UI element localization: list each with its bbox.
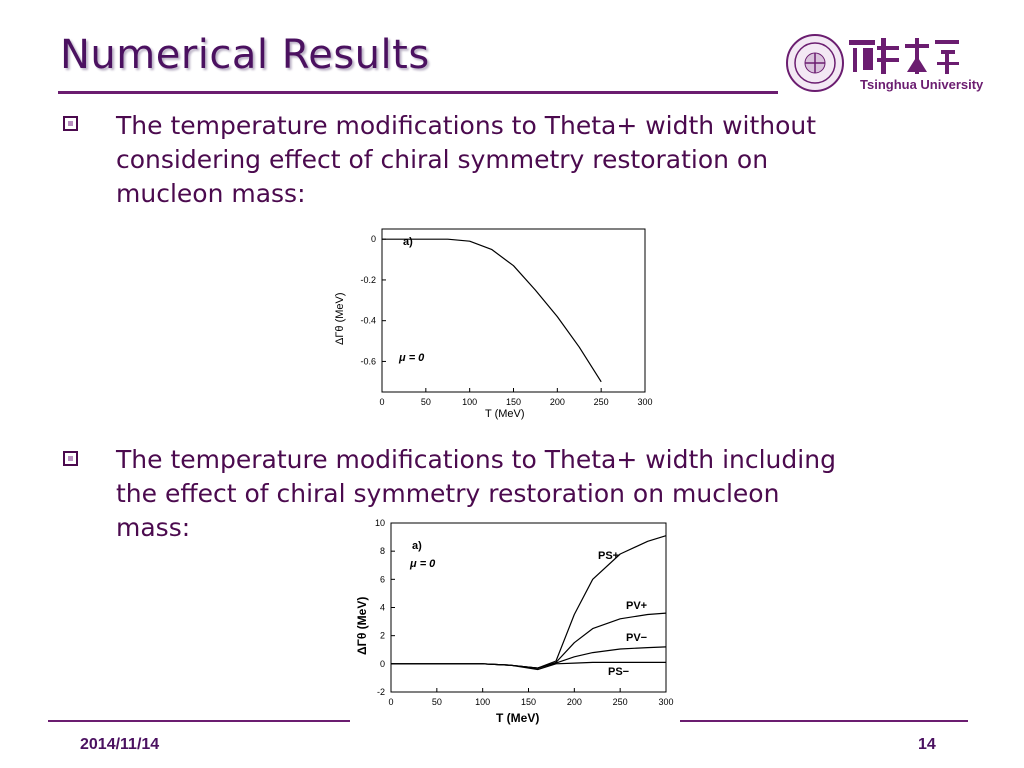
series-label-pv-minus: PV− [626,632,647,644]
x-tick-label: 150 [521,697,536,707]
x-tick-label: 50 [421,397,431,407]
series-line-ps-minus [391,661,666,671]
university-logo [786,34,959,92]
x-tick-label: 200 [550,397,565,407]
x-tick-label: 300 [637,397,652,407]
bullet-line: The temperature modifications to Theta+ … [116,111,817,140]
title-underline [58,91,778,94]
bullet-line: considering effect of chiral symmetry re… [116,145,769,174]
footer-rule-left [48,720,350,722]
series-label-pv-plus: PV+ [626,600,647,612]
x-axis-label: T (MeV) [485,408,525,420]
y-tick-label: 0 [380,659,385,669]
y-axis-label: ΔΓθ (MeV) [355,597,369,655]
width-vs-temperature-chart: 0 50 100 150 200 250 300 0 -0.2 -0.4 -0.6 a) μ = 0… [334,228,653,420]
bullet-text: The temperature modifications to Theta+ … [116,443,836,545]
bullet-line: the effect of chiral symmetry restoratio… [116,479,780,508]
x-tick-label: 250 [594,397,609,407]
x-tick-label: 100 [462,397,477,407]
x-tick-label: 250 [613,697,628,707]
bullet-line: mass: [116,513,191,542]
university-logo-text: Tsinghua University [860,77,984,92]
plot-frame [381,228,646,393]
mu-annotation: μ = 0 [398,352,425,364]
y-tick-label: 8 [380,546,385,556]
slide-number: 14 [918,736,936,753]
x-axis-label: T (MeV) [496,711,539,725]
series-line-0 [382,238,602,383]
x-tick-label: 100 [475,697,490,707]
bullet-line: mucleon mass: [116,179,306,208]
bullet-marker [63,451,78,466]
x-tick-label: 300 [658,697,673,707]
y-tick-label: -0.6 [360,356,376,366]
panel-label: a) [403,236,413,248]
series-label-ps-plus: PS+ [598,550,619,562]
y-tick-label: 6 [380,574,385,584]
y-tick-label: -2 [377,687,385,697]
y-tick-label: 4 [380,603,385,613]
y-tick-label: -0.2 [360,275,376,285]
mu-annotation: μ = 0 [409,558,436,570]
y-tick-label: 2 [380,631,385,641]
x-tick-label: 200 [567,697,582,707]
panel-label: a) [412,540,422,552]
bullet-marker [63,116,78,131]
y-tick-label: -0.4 [360,316,376,326]
x-tick-label: 50 [432,697,442,707]
bullet-line: The temperature modifications to Theta+ … [116,445,836,474]
series-label-ps-minus: PS− [608,666,629,678]
x-tick-label: 0 [379,397,384,407]
y-axis-label: ΔΓθ (MeV) [334,292,346,345]
footer-rule-right [680,720,968,722]
slide-title: Numerical Results [60,32,430,78]
footer-date: 2014/11/14 [80,736,160,753]
bullet-text: The temperature modifications to Theta+ … [116,109,816,211]
x-tick-label: 0 [388,697,393,707]
y-tick-label: 0 [371,234,376,244]
x-tick-label: 150 [506,397,521,407]
y-tick-label: 10 [375,518,385,528]
